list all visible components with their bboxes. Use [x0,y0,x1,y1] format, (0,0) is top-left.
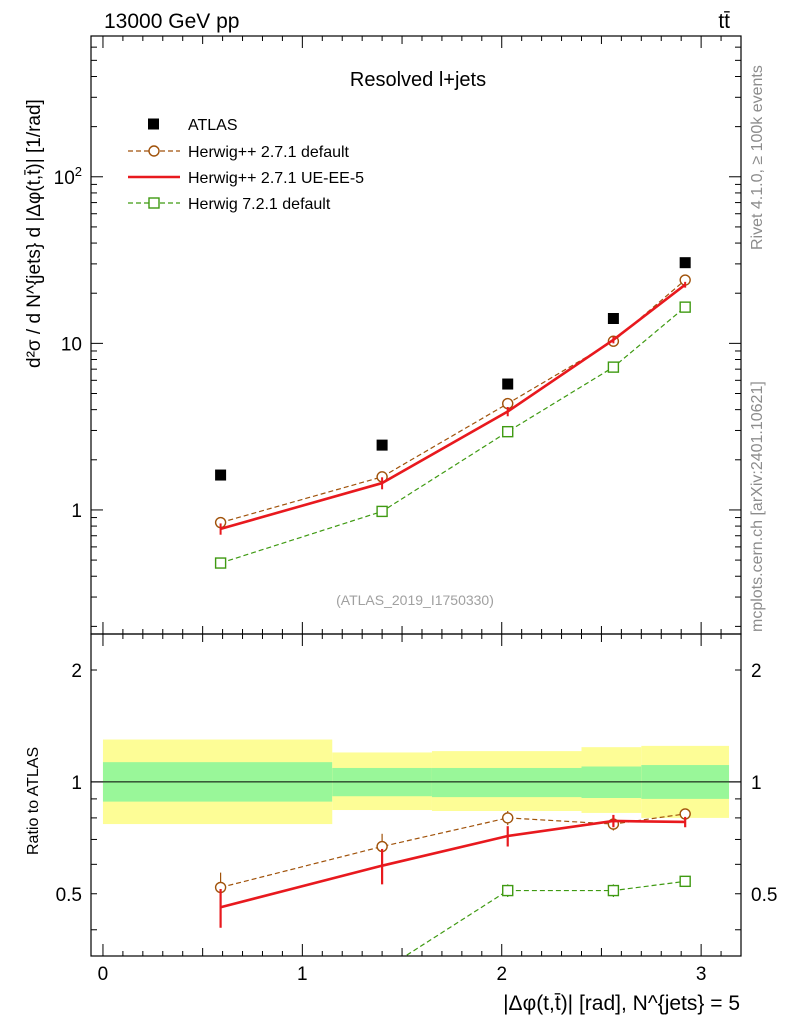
herwig271_default-ratio-point [502,812,514,824]
herwig721_default-ratio-point [607,884,620,897]
header-right: tt̄ [718,10,730,33]
x-tick-label: 3 [696,964,707,985]
x-tick-label: 2 [496,964,507,985]
main-plot-area: 1 10 102 [54,35,742,634]
mcplots-label: mcplots.cern.ch [arXiv:2401.10621] [749,381,766,632]
legend-marker-atlas [148,118,159,130]
herwig721_default-ratio-point [377,966,387,976]
ratio-y-tick-label-right: 0.5 [751,885,777,906]
ratio-y-tick-label-right: 1 [751,773,762,794]
legend-label: Herwig 7.2.1 default [188,196,331,213]
x-tick-label: 0 [98,964,109,985]
herwig721_default-point [607,361,620,373]
herwig721_default-point [214,557,227,569]
atlas-point [215,469,227,481]
ratio-y-tick-label-right: 2 [751,661,762,682]
atlas-point [502,378,514,390]
ratio-y-tick-label: 1 [71,773,82,794]
legend-label: Herwig++ 2.7.1 UE-EE-5 [188,170,364,187]
herwig721_default-ratio-line [404,880,686,956]
main-title: Resolved l+jets [350,69,486,91]
ratio-frame [90,633,742,957]
main-y-axis-label: d²σ / d N^{jets} d |Δφ(t,t̄)| [1/rad] [24,99,45,368]
ratio-series [214,808,691,976]
legend: ATLAS Herwig++ 2.7.1 default Herwig++ 2.7.… [128,117,364,213]
y-tick-label: 1 [71,501,82,522]
atlas-point [376,439,388,451]
rivet-label: Rivet 4.1.0, ≥ 100k events [749,65,766,250]
main-panel: 1 10 102 Resolved l+jets (ATLAS_2019_I1750… [24,35,742,635]
ratio-y-tick-label: 0.5 [56,885,82,906]
header-left: 13000 GeV pp [104,10,239,33]
ratio-y-tick-label: 2 [71,661,82,682]
uncertainty-band-inner [431,767,582,798]
herwig721_default-point [679,301,691,313]
x-tick-label: 1 [297,964,308,985]
legend-marker [148,145,160,157]
legend-label: Herwig++ 2.7.1 default [188,144,350,161]
herwig721_default-ratio-point [502,884,514,897]
herwig721_default-point [376,505,388,518]
herwig721_default-line [220,306,686,564]
legend-marker [148,197,160,209]
watermark: (ATLAS_2019_I1750330) [336,592,494,608]
atlas-point [679,257,691,269]
y-tick-label: 10 [61,334,82,355]
herwig721_default-ratio-point [679,875,691,888]
y-tick-label: 102 [54,164,82,189]
ratio-panel: 0.5 0.5 1 1 2 2 0 1 2 3 Ratio to ATLAS |Δφ(t,t̄)|… [25,633,777,1015]
ratio-plot-area: 0.5 0.5 1 1 2 2 0 1 2 3 [56,634,777,985]
x-axis-label: |Δφ(t,t̄)| [rad], N^{jets} = 5 [503,992,740,1015]
herwig721_default-point [502,425,514,438]
atlas-point [607,313,619,325]
legend-label: ATLAS [188,117,238,134]
ratio-y-axis-label: Ratio to ATLAS [25,747,42,855]
